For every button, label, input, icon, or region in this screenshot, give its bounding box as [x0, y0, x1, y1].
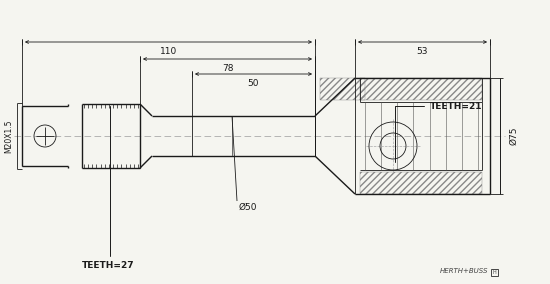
Text: HERTH+BUSS: HERTH+BUSS	[439, 268, 488, 274]
Text: M20X1.5: M20X1.5	[4, 119, 14, 153]
Bar	[360, 172, 482, 194]
Text: 50: 50	[248, 79, 259, 88]
Bar	[320, 78, 365, 100]
Text: H: H	[493, 270, 496, 275]
Text: TEETH=27: TEETH=27	[82, 106, 134, 270]
Text: Ø75: Ø75	[509, 127, 519, 145]
Text: 110: 110	[160, 47, 177, 56]
Text: TEETH=21: TEETH=21	[395, 101, 482, 162]
Text: Ø50: Ø50	[239, 203, 257, 212]
Text: 53: 53	[417, 47, 428, 56]
Bar	[360, 78, 482, 100]
Text: 78: 78	[222, 64, 233, 73]
Bar	[491, 269, 498, 276]
